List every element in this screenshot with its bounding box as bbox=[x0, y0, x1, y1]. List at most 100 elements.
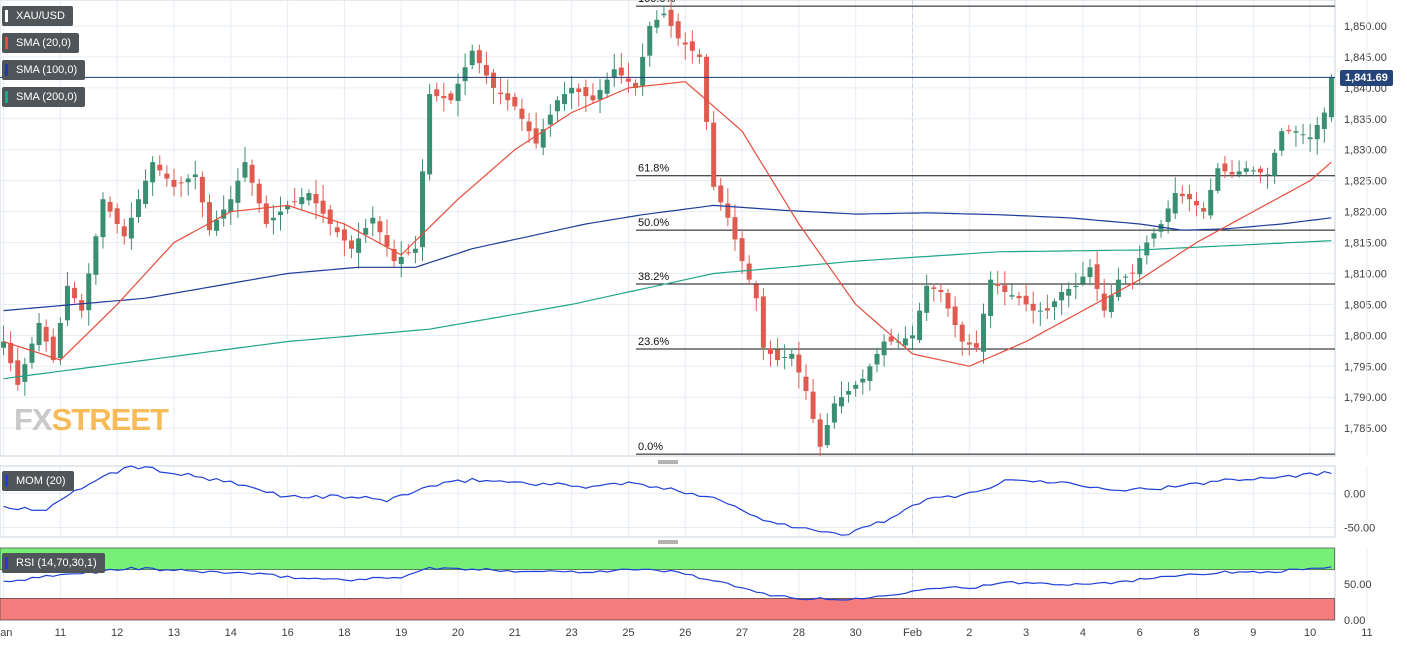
mom-tick-label: -50.00 bbox=[1344, 522, 1375, 534]
candle-bull bbox=[228, 199, 234, 213]
candle-bull bbox=[420, 171, 426, 248]
candle-bull bbox=[1272, 152, 1278, 176]
candle-bull bbox=[874, 353, 880, 365]
candle-bear bbox=[760, 296, 766, 348]
candle-bull bbox=[902, 338, 908, 346]
candle-bull bbox=[412, 248, 418, 253]
candle-bull bbox=[640, 56, 646, 86]
candle-bear bbox=[576, 88, 582, 92]
fib-label: 61.8% bbox=[638, 163, 669, 175]
candle-bear bbox=[718, 185, 724, 203]
candle-bear bbox=[1229, 171, 1235, 175]
x-tick-label: Jan bbox=[0, 627, 12, 639]
last-price-tag: 1,841.69 bbox=[1340, 70, 1393, 86]
x-tick-label: 3 bbox=[1023, 627, 1029, 639]
candle-bear bbox=[810, 391, 816, 419]
candle-bear bbox=[8, 343, 14, 364]
fib-label: 23.6% bbox=[638, 336, 669, 348]
symbol-tag: XAU/USD bbox=[2, 6, 73, 26]
candle-bear bbox=[704, 56, 710, 122]
candle-bear bbox=[512, 96, 518, 107]
candle-bull bbox=[1115, 279, 1121, 297]
candle-bear bbox=[519, 108, 525, 119]
candle-bull bbox=[221, 209, 227, 219]
candle-bull bbox=[93, 236, 99, 275]
candle-bear bbox=[696, 54, 702, 57]
candle-bear bbox=[43, 326, 49, 342]
candle-bull bbox=[462, 67, 468, 82]
x-tick-label: 4 bbox=[1080, 627, 1086, 639]
mom-tag: MOM (20) bbox=[2, 471, 74, 491]
candle-bull bbox=[1279, 131, 1285, 151]
price-tick-label: 1,800.00 bbox=[1344, 330, 1387, 342]
candle-bear bbox=[377, 221, 383, 233]
candle-bear bbox=[1222, 163, 1228, 172]
candle-bull bbox=[838, 397, 844, 407]
sma20-line bbox=[3, 81, 1332, 367]
candle-bull bbox=[100, 199, 106, 238]
candle-bull bbox=[1059, 292, 1065, 301]
candle-bull bbox=[235, 180, 241, 203]
price-panel bbox=[0, 0, 1336, 457]
candle-bull bbox=[647, 25, 653, 56]
candle-bull bbox=[22, 364, 28, 382]
candle-bear bbox=[753, 284, 759, 299]
candle-bear bbox=[1023, 295, 1029, 305]
candle-bear bbox=[1101, 293, 1107, 311]
candle-bear bbox=[341, 229, 347, 241]
candle-bear bbox=[448, 93, 454, 101]
candle-bear bbox=[945, 293, 951, 309]
candle-bull bbox=[185, 178, 191, 183]
candle-bear bbox=[995, 283, 1001, 286]
candle-bull bbox=[306, 193, 312, 201]
mom-panel bbox=[0, 465, 1336, 538]
candle-bear bbox=[320, 200, 326, 214]
candle-bull bbox=[214, 219, 220, 231]
x-tick-label: 19 bbox=[395, 627, 407, 639]
candle-bear bbox=[583, 87, 589, 97]
candle-bull bbox=[1087, 267, 1093, 278]
x-tick-label: Feb bbox=[903, 627, 922, 639]
logo-fx: FX bbox=[14, 402, 53, 437]
candle-bear bbox=[682, 42, 688, 45]
price-tick-label: 1,785.00 bbox=[1344, 423, 1387, 435]
candle-bear bbox=[633, 82, 639, 88]
candle-bull bbox=[661, 13, 667, 16]
candle-bull bbox=[135, 199, 141, 218]
candle-bear bbox=[711, 122, 717, 187]
candle-bull bbox=[398, 256, 404, 265]
candle-bull bbox=[1300, 134, 1306, 136]
x-tick-label: 25 bbox=[622, 627, 634, 639]
candle-bull bbox=[1314, 124, 1320, 140]
candle-bear bbox=[206, 202, 212, 231]
candle-bull bbox=[1052, 301, 1058, 308]
price-tick-label: 1,805.00 bbox=[1344, 299, 1387, 311]
candle-bull bbox=[1208, 189, 1214, 216]
candle-bull bbox=[867, 366, 873, 381]
x-tick-label: 26 bbox=[679, 627, 691, 639]
candle-bear bbox=[689, 41, 695, 51]
sma200-line bbox=[3, 240, 1332, 380]
candle-bear bbox=[171, 179, 177, 187]
candle-bull bbox=[455, 83, 461, 101]
candle-bear bbox=[668, 9, 674, 26]
candle-bull bbox=[1265, 174, 1271, 176]
candle-bull bbox=[427, 94, 433, 175]
candle-bear bbox=[526, 121, 532, 132]
candle-bull bbox=[277, 211, 283, 215]
rsi-tag: RSI (14,70,30,1) bbox=[2, 553, 105, 573]
candle-bull bbox=[370, 217, 376, 224]
candle-bear bbox=[50, 336, 56, 361]
symbol-swatch bbox=[5, 10, 8, 22]
x-tick-label: 14 bbox=[225, 627, 237, 639]
candle-bear bbox=[391, 248, 397, 262]
candle-bull bbox=[242, 162, 248, 178]
candle-bull bbox=[611, 69, 617, 78]
candle-bull bbox=[824, 425, 830, 446]
candle-bear bbox=[767, 348, 773, 354]
candle-bear bbox=[313, 194, 319, 204]
candle-bull bbox=[192, 174, 198, 178]
candle-bull bbox=[597, 89, 603, 100]
candle-bear bbox=[952, 306, 958, 326]
rsi-label: RSI (14,70,30,1) bbox=[16, 557, 97, 569]
